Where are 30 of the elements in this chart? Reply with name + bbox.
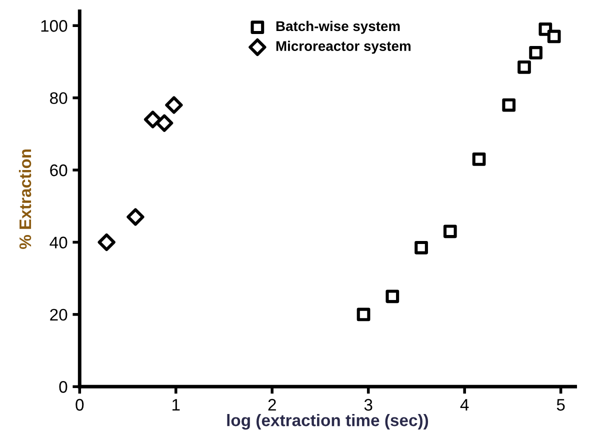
point bbox=[156, 114, 174, 132]
point bbox=[472, 152, 486, 166]
y-tick-label: 40 bbox=[50, 236, 68, 248]
y-tick-label: 20 bbox=[50, 308, 68, 321]
point bbox=[98, 233, 116, 252]
y-tick-label: 80 bbox=[50, 92, 68, 104]
x-tick-label: 4 bbox=[460, 399, 469, 411]
point bbox=[414, 240, 428, 254]
point bbox=[502, 98, 516, 112]
legend-label: Batch-wise system bbox=[276, 20, 400, 34]
legend-label: Microreactor system bbox=[276, 40, 410, 54]
x-tick-label: 0 bbox=[76, 398, 84, 411]
point bbox=[547, 30, 561, 44]
y-tick-label: 0 bbox=[59, 381, 68, 393]
point bbox=[356, 308, 370, 322]
x-axis-title: log (extraction time (sec)) bbox=[227, 414, 428, 430]
point bbox=[165, 96, 183, 114]
point bbox=[518, 60, 531, 74]
y-axis-title: % Extraction bbox=[18, 149, 32, 249]
point bbox=[126, 208, 144, 226]
y-tick-label: 60 bbox=[50, 164, 68, 176]
point bbox=[386, 290, 400, 304]
point bbox=[144, 110, 162, 128]
x-tick-label: 1 bbox=[172, 399, 180, 411]
y-tick-label: 100 bbox=[41, 20, 68, 32]
point bbox=[529, 46, 542, 60]
point bbox=[443, 224, 457, 238]
x-tick-label: 2 bbox=[268, 398, 276, 411]
x-tick-label: 3 bbox=[364, 398, 372, 411]
x-tick-label: 5 bbox=[556, 399, 565, 411]
